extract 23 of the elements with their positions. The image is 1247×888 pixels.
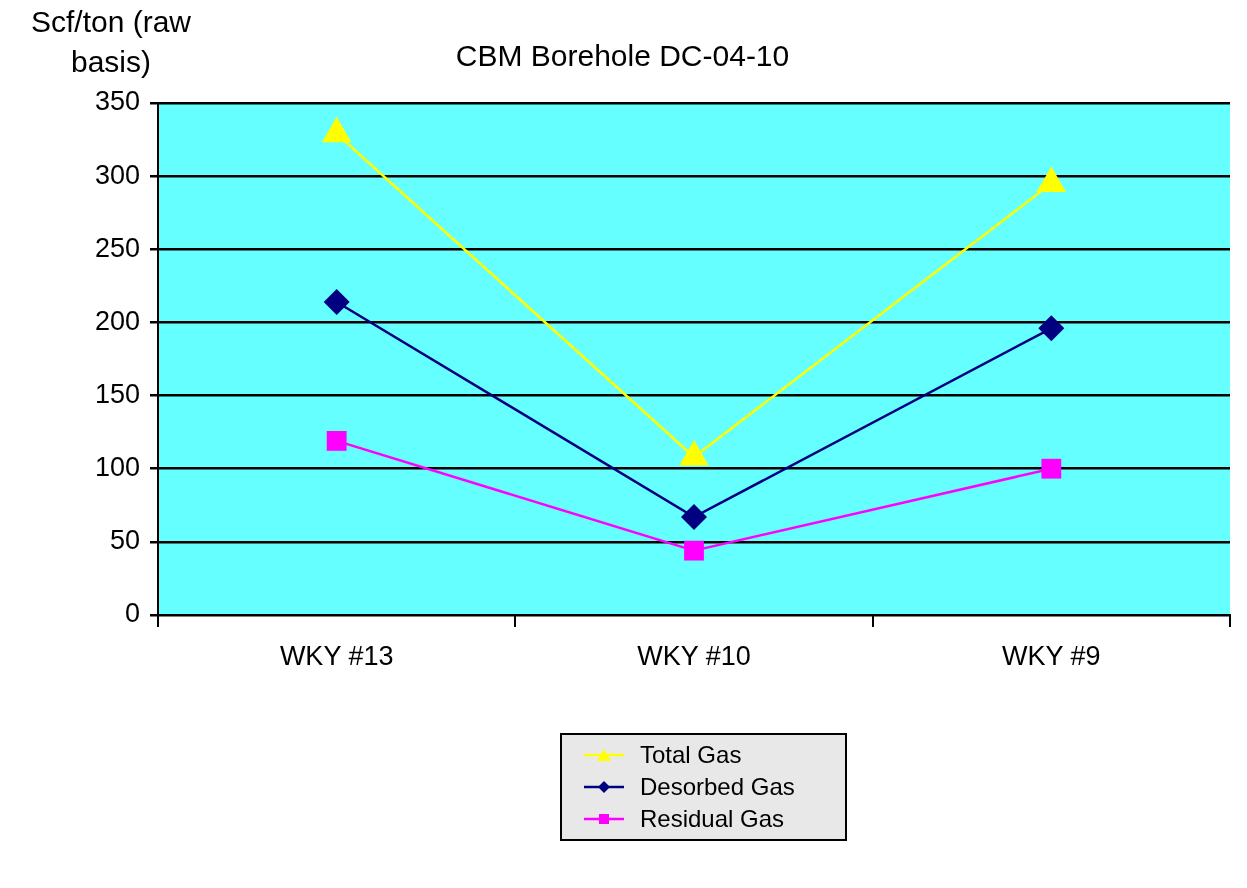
point [321, 116, 352, 143]
x-tick-label: WKY #10 [637, 640, 751, 671]
point [1041, 458, 1062, 479]
x-tick-label: WKY #9 [1002, 640, 1101, 671]
y-tick-label: 350 [94, 86, 140, 117]
point [326, 431, 347, 451]
y-tick-label: 300 [94, 159, 140, 190]
y-axis-title: Scf/ton (raw basis) [30, 4, 192, 80]
y-tick-label: 200 [94, 305, 140, 336]
legend-label: Desorbed Gas [640, 772, 796, 802]
point [1036, 166, 1067, 192]
point [323, 288, 350, 315]
y-tick-label: 0 [124, 598, 140, 629]
point [684, 540, 704, 561]
y-tick-label: 50 [109, 525, 140, 556]
y-tick-label: 150 [94, 379, 140, 410]
chart-title: CBM Borehole DC-04-10 [455, 39, 790, 73]
legend-label: Total Gas [640, 740, 743, 770]
y-tick-label: 250 [94, 232, 140, 263]
legend-label: Residual Gas [640, 804, 786, 834]
x-tick-label: WKY #13 [279, 640, 394, 671]
point [681, 503, 707, 530]
y-tick-label: 100 [94, 452, 140, 483]
